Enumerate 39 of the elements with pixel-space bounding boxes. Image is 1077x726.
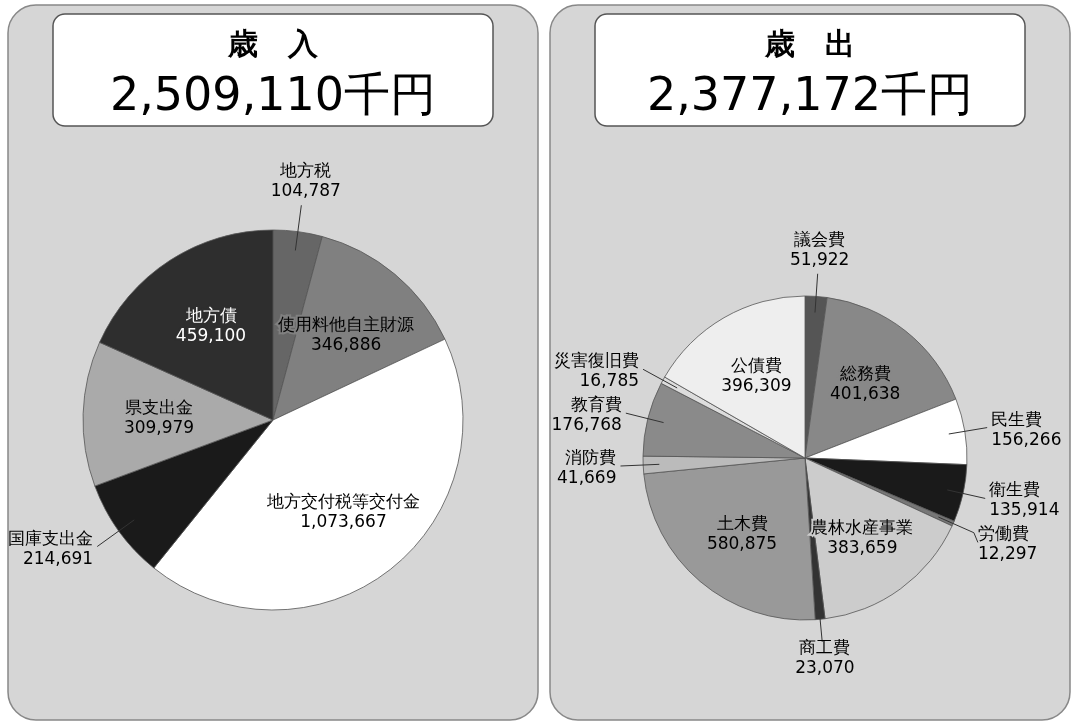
data-label: 580,875 (706, 533, 778, 554)
slice-label: 災害復旧費 (554, 350, 640, 371)
data-label: 104,787 (270, 180, 341, 201)
chart-subtitle: 2,509,110千円 (109, 67, 437, 121)
slice-label: 衛生費 (989, 479, 1041, 500)
data-label: 41,669 (557, 467, 617, 487)
data-label: 16,785 (579, 370, 640, 391)
slice-label: 公債費 (730, 354, 782, 375)
data-label: 214,691 (22, 547, 94, 568)
chart-subtitle: 2,377,172千円 (646, 67, 974, 121)
data-label: 23,070 (795, 656, 855, 677)
slice-label: 総務費 (838, 362, 891, 383)
slice-label: 民生費 (991, 408, 1043, 429)
slice-label: 使用料他自主財源 (278, 313, 415, 334)
chart-title: 歳 出 (764, 26, 855, 61)
data-label: 401,638 (830, 382, 901, 403)
slice-label: 議会費 (794, 228, 846, 249)
slice-label: 地方交付税等交付金 (265, 490, 420, 511)
slice-label: 消防費 (565, 447, 617, 467)
slice-label: 労働費 (977, 523, 1029, 544)
data-label: 1,073,667 (300, 510, 387, 531)
slice-label: 教育費 (570, 394, 622, 415)
data-label: 12,297 (977, 543, 1038, 564)
data-label: 346,886 (311, 333, 382, 354)
data-label: 383,659 (827, 537, 898, 558)
data-label: 176,768 (551, 414, 622, 435)
slice-label: 県支出金 (125, 397, 194, 418)
slice-label: 国庫支出金 (8, 527, 94, 548)
data-label: 459,100 (175, 325, 247, 346)
data-label: 156,266 (991, 428, 1062, 449)
data-label: 51,922 (789, 248, 850, 269)
slice-label: 土木費 (716, 513, 768, 534)
data-label: 396,309 (721, 374, 792, 395)
chart-title: 歳 入 (227, 26, 319, 61)
data-label: 135,914 (989, 499, 1060, 520)
slice-label: 地方税 (279, 160, 332, 181)
slice-label: 商工費 (799, 636, 851, 657)
data-label: 309,979 (123, 417, 195, 438)
slice-label: 地方債 (184, 305, 237, 326)
